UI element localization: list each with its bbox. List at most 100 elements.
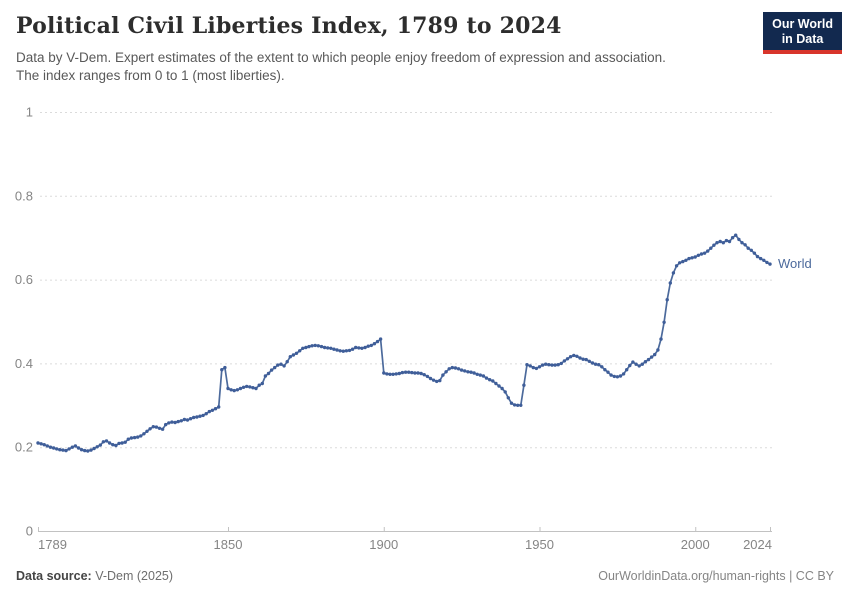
data-point[interactable] [83, 448, 87, 453]
data-point[interactable] [525, 363, 529, 367]
data-point[interactable] [634, 362, 638, 366]
data-point[interactable] [375, 339, 380, 344]
data-point[interactable] [706, 249, 710, 253]
data-point[interactable] [332, 347, 336, 351]
data-point[interactable] [547, 363, 551, 367]
data-point[interactable] [217, 405, 221, 409]
data-point[interactable] [201, 413, 205, 418]
data-point[interactable] [55, 447, 59, 451]
data-point[interactable] [540, 363, 545, 367]
data-point[interactable] [743, 243, 747, 247]
data-point[interactable] [463, 369, 467, 373]
data-point[interactable] [157, 426, 162, 430]
data-point[interactable] [385, 372, 389, 376]
data-point[interactable] [553, 363, 557, 367]
data-point[interactable] [51, 446, 56, 450]
data-point[interactable] [687, 256, 691, 261]
data-point[interactable] [690, 256, 694, 260]
data-point[interactable] [322, 345, 327, 350]
data-point[interactable] [89, 448, 93, 452]
data-point[interactable] [238, 386, 243, 391]
data-point[interactable] [154, 425, 159, 429]
data-point[interactable] [288, 355, 292, 359]
data-point[interactable] [584, 357, 588, 362]
data-point[interactable] [326, 346, 330, 350]
data-point[interactable] [92, 446, 96, 451]
data-point[interactable] [597, 363, 601, 367]
data-point[interactable] [422, 373, 426, 377]
data-point[interactable] [294, 351, 299, 355]
data-point[interactable] [509, 401, 514, 405]
data-point[interactable] [746, 246, 750, 250]
data-point[interactable] [388, 372, 392, 376]
owid-logo[interactable]: Our World in Data [763, 12, 842, 54]
data-point[interactable] [207, 409, 211, 414]
data-point[interactable] [678, 261, 682, 265]
data-point[interactable] [425, 374, 430, 379]
data-point[interactable] [410, 370, 414, 375]
data-point[interactable] [572, 353, 576, 358]
data-point[interactable] [752, 251, 757, 255]
data-point[interactable] [145, 429, 149, 433]
data-point[interactable] [407, 370, 411, 374]
data-point[interactable] [590, 361, 595, 365]
data-point[interactable] [58, 448, 62, 452]
data-point[interactable] [167, 421, 171, 425]
data-point[interactable] [279, 362, 283, 366]
data-point[interactable] [653, 352, 657, 357]
data-point[interactable] [435, 379, 439, 384]
data-point[interactable] [164, 422, 168, 427]
data-point[interactable] [391, 372, 395, 376]
data-point[interactable] [559, 361, 563, 366]
data-point[interactable] [142, 432, 146, 436]
data-point[interactable] [276, 363, 280, 367]
data-point[interactable] [516, 403, 520, 407]
data-point[interactable] [712, 243, 716, 247]
credit-link[interactable]: OurWorldinData.org/human-rights | CC BY [598, 569, 834, 583]
data-point[interactable] [665, 298, 669, 302]
data-point[interactable] [282, 364, 286, 368]
data-point[interactable] [42, 443, 46, 447]
data-point[interactable] [453, 366, 458, 370]
data-point[interactable] [696, 253, 701, 257]
data-point[interactable] [727, 239, 732, 244]
data-point[interactable] [291, 353, 296, 357]
data-point[interactable] [534, 366, 539, 371]
data-point[interactable] [316, 344, 320, 348]
data-point[interactable] [478, 373, 482, 377]
data-point[interactable] [600, 365, 604, 369]
data-point[interactable] [562, 359, 567, 363]
data-point[interactable] [263, 374, 268, 378]
data-point[interactable] [220, 368, 224, 372]
data-point[interactable] [637, 364, 641, 368]
data-point[interactable] [512, 403, 517, 407]
data-point[interactable] [360, 346, 364, 350]
data-point[interactable] [646, 357, 651, 362]
data-point[interactable] [628, 363, 632, 368]
data-point[interactable] [684, 258, 688, 262]
data-point[interactable] [344, 349, 349, 353]
data-point[interactable] [86, 449, 90, 453]
data-point[interactable] [472, 371, 476, 375]
data-point[interactable] [354, 345, 358, 350]
data-point[interactable] [740, 241, 744, 245]
data-point[interactable] [556, 363, 560, 367]
data-point[interactable] [382, 371, 386, 375]
data-point[interactable] [503, 390, 507, 394]
data-point[interactable] [581, 357, 585, 361]
data-point[interactable] [235, 388, 240, 392]
data-point[interactable] [749, 248, 753, 252]
data-point[interactable] [593, 362, 598, 366]
data-point[interactable] [615, 375, 620, 379]
data-point[interactable] [625, 368, 629, 372]
data-point[interactable] [151, 425, 155, 429]
data-point[interactable] [139, 434, 143, 438]
data-point[interactable] [394, 372, 398, 376]
data-point[interactable] [724, 238, 729, 243]
data-point[interactable] [537, 365, 542, 369]
data-point[interactable] [45, 444, 49, 448]
data-point[interactable] [494, 381, 498, 386]
data-point[interactable] [188, 417, 193, 421]
world-line[interactable] [37, 234, 771, 452]
